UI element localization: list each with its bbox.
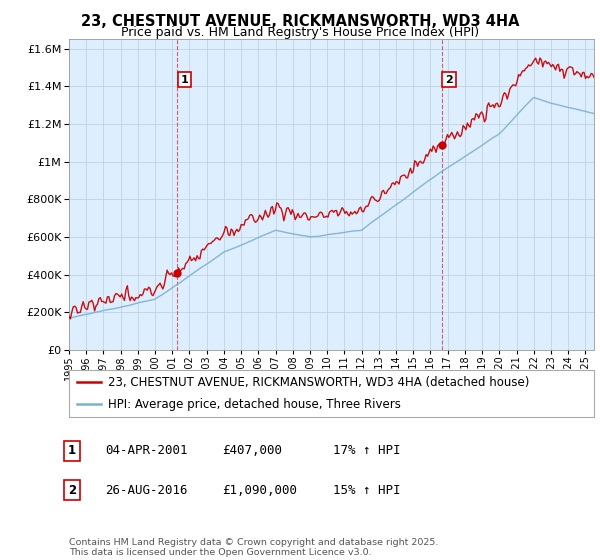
Text: 1: 1 (181, 74, 188, 85)
Text: £407,000: £407,000 (222, 444, 282, 458)
Text: Contains HM Land Registry data © Crown copyright and database right 2025.
This d: Contains HM Land Registry data © Crown c… (69, 538, 439, 557)
Text: 2: 2 (68, 483, 76, 497)
Text: 17% ↑ HPI: 17% ↑ HPI (333, 444, 401, 458)
Text: HPI: Average price, detached house, Three Rivers: HPI: Average price, detached house, Thre… (109, 398, 401, 411)
Text: 15% ↑ HPI: 15% ↑ HPI (333, 483, 401, 497)
Text: 1: 1 (68, 444, 76, 458)
Text: £1,090,000: £1,090,000 (222, 483, 297, 497)
Text: 04-APR-2001: 04-APR-2001 (105, 444, 187, 458)
Text: 26-AUG-2016: 26-AUG-2016 (105, 483, 187, 497)
Text: 23, CHESTNUT AVENUE, RICKMANSWORTH, WD3 4HA (detached house): 23, CHESTNUT AVENUE, RICKMANSWORTH, WD3 … (109, 376, 530, 389)
Text: Price paid vs. HM Land Registry's House Price Index (HPI): Price paid vs. HM Land Registry's House … (121, 26, 479, 39)
Text: 2: 2 (445, 74, 453, 85)
Text: 23, CHESTNUT AVENUE, RICKMANSWORTH, WD3 4HA: 23, CHESTNUT AVENUE, RICKMANSWORTH, WD3 … (81, 14, 519, 29)
